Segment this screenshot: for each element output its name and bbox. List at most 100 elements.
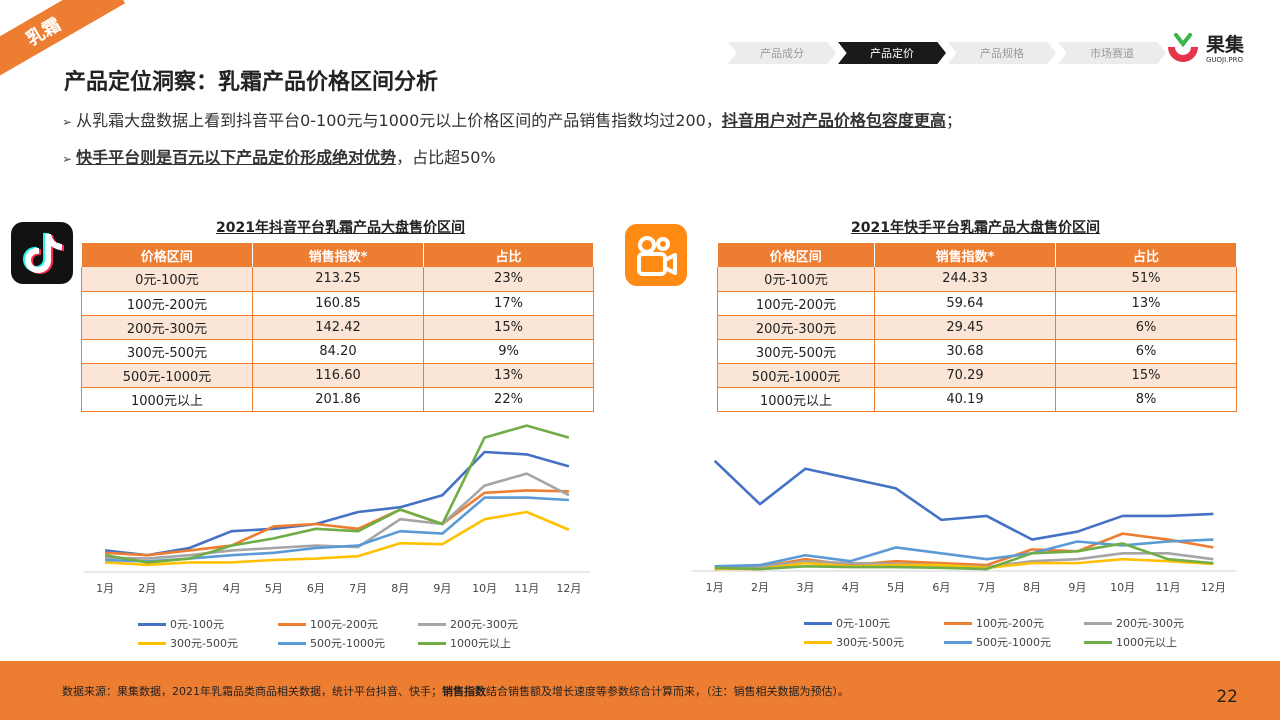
- series-line: [105, 510, 570, 567]
- breadcrumb-item-spec[interactable]: 产品规格: [948, 42, 1056, 64]
- legend-swatch: [278, 622, 306, 626]
- legend-item: 100元-200元: [278, 616, 378, 632]
- x-tick-label: 12月: [556, 582, 581, 595]
- table-cell: 1000元以上: [81, 387, 253, 412]
- table-cell: 244.33: [874, 267, 1056, 292]
- kuaishou-chart-legend: 0元-100元 100元-200元 200元-300元 300元-500元 500元-1…: [804, 615, 1224, 655]
- x-tick-label: 8月: [391, 582, 409, 595]
- table-cell: 500元-1000元: [81, 363, 253, 388]
- x-tick-label: 7月: [978, 581, 996, 594]
- breadcrumb-item-pricing[interactable]: 产品定价: [838, 42, 946, 64]
- legend-label: 100元-200元: [310, 618, 378, 631]
- page-number: 22: [1216, 687, 1238, 707]
- x-tick-label: 3月: [180, 582, 198, 595]
- table-header: 价格区间: [717, 243, 875, 267]
- bullet-1: ➢ 从乳霜大盘数据上看到抖音平台0-100元与1000元以上价格区间的产品销售指数…: [62, 111, 962, 130]
- table-header: 占比: [1055, 243, 1237, 267]
- legend-swatch: [1084, 621, 1112, 625]
- kuaishou-table-title: 2021年快手平台乳霜产品大盘售价区间: [851, 220, 1100, 236]
- x-tick-label: 7月: [349, 582, 367, 595]
- legend-item: 1000元以上: [418, 635, 511, 651]
- table-cell: 15%: [423, 315, 594, 340]
- logo-subtext: GUOJI.PRO: [1206, 56, 1244, 64]
- series-line: [714, 532, 1214, 571]
- legend-swatch: [278, 641, 306, 645]
- table-cell: 15%: [1055, 363, 1237, 388]
- table-cell: 142.42: [252, 315, 424, 340]
- legend-swatch: [418, 622, 446, 626]
- x-tick-label: 3月: [796, 581, 814, 594]
- x-tick-label: 6月: [932, 581, 950, 594]
- table-cell: 22%: [423, 387, 594, 412]
- kuaishou-price-table: 价格区间 销售指数* 占比 0元-100元 244.33 51% 100元-200元…: [717, 243, 1237, 412]
- series-line: [105, 489, 569, 557]
- arrow-icon: ➢: [62, 152, 73, 166]
- table-row: 0元-100元 213.25 23%: [81, 267, 594, 292]
- table-row: 200元-300元 142.42 15%: [81, 315, 594, 340]
- table-cell: 160.85: [252, 291, 424, 316]
- legend-item: 100元-200元: [944, 615, 1044, 631]
- x-tick-label: 2月: [751, 581, 769, 594]
- x-tick-label: 10月: [1110, 581, 1135, 594]
- legend-swatch: [944, 640, 972, 644]
- table-header: 占比: [423, 243, 594, 267]
- legend-swatch: [804, 621, 832, 625]
- legend-label: 200元-300元: [1116, 617, 1184, 630]
- table-header: 价格区间: [81, 243, 253, 267]
- table-cell: 30.68: [874, 339, 1056, 364]
- table-cell: 84.20: [252, 339, 424, 364]
- series-line: [104, 450, 570, 557]
- table-cell: 13%: [1055, 291, 1237, 316]
- table-cell: 116.60: [252, 363, 424, 388]
- x-tick-label: 11月: [514, 582, 539, 595]
- tiktok-logo-icon: [11, 222, 73, 284]
- table-cell: 8%: [1055, 387, 1237, 412]
- table-cell: 29.45: [874, 315, 1056, 340]
- table-cell: 0元-100元: [81, 267, 253, 292]
- legend-label: 500元-1000元: [976, 636, 1051, 649]
- legend-item: 500元-1000元: [944, 634, 1051, 650]
- table-cell: 1000元以上: [717, 387, 875, 412]
- x-tick-label: 4月: [223, 582, 241, 595]
- table-cell: 100元-200元: [81, 291, 253, 316]
- series-line: [714, 557, 1214, 571]
- legend-label: 0元-100元: [170, 618, 224, 631]
- x-tick-label: 2月: [138, 582, 156, 595]
- table-row: 100元-200元 160.85 17%: [81, 291, 594, 316]
- footer-bar: 数据来源：果集数据，2021年乳霜品类商品相关数据，统计平台抖音、快手；销售指数…: [0, 661, 1280, 720]
- x-tick-label: 11月: [1156, 581, 1181, 594]
- kuaishou-line-chart: 1月 2月 3月 4月 5月 6月 7月 8月 9月 10月 11月 12月: [692, 459, 1236, 594]
- table-cell: 213.25: [252, 267, 424, 292]
- legend-item: 300元-500元: [138, 635, 238, 651]
- table-cell: 200元-300元: [717, 315, 875, 340]
- x-tick-label: 10月: [472, 582, 497, 595]
- legend-swatch: [944, 621, 972, 625]
- legend-label: 100元-200元: [976, 617, 1044, 630]
- table-cell: 100元-200元: [717, 291, 875, 316]
- table-cell: 17%: [423, 291, 594, 316]
- legend-label: 1000元以上: [450, 637, 511, 650]
- table-row: 500元-1000元 116.60 13%: [81, 363, 594, 388]
- table-cell: 500元-1000元: [717, 363, 875, 388]
- legend-label: 1000元以上: [1116, 636, 1177, 649]
- table-row: 500元-1000元 70.29 15%: [717, 363, 1237, 388]
- douyin-table-title: 2021年抖音平台乳霜产品大盘售价区间: [216, 220, 465, 236]
- table-cell: 70.29: [874, 363, 1056, 388]
- guoji-logo-icon: [1164, 31, 1202, 69]
- legend-swatch: [138, 641, 166, 645]
- table-cell: 300元-500元: [81, 339, 253, 364]
- x-tick-label: 9月: [433, 582, 451, 595]
- table-cell: 13%: [423, 363, 594, 388]
- douyin-line-chart: 1月 2月 3月 4月 5月 6月 7月 8月 9月 10月 11月 12月: [84, 424, 590, 595]
- legend-item: 200元-300元: [418, 616, 518, 632]
- x-tick-label: 5月: [265, 582, 283, 595]
- breadcrumb-item-ingredients[interactable]: 产品成分: [728, 42, 836, 64]
- series-line: [713, 459, 1214, 541]
- table-cell: 40.19: [874, 387, 1056, 412]
- table-cell: 6%: [1055, 315, 1237, 340]
- breadcrumb-item-market[interactable]: 市场赛道: [1058, 42, 1166, 64]
- table-row: 0元-100元 244.33 51%: [717, 267, 1237, 292]
- table-cell: 9%: [423, 339, 594, 364]
- table-cell: 6%: [1055, 339, 1237, 364]
- arrow-icon: ➢: [62, 115, 73, 129]
